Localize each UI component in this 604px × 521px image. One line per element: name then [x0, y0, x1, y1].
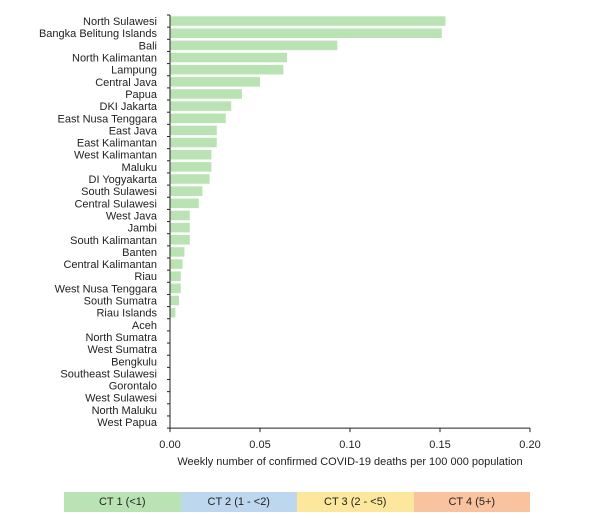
category-label: Aceh [132, 320, 157, 332]
category-label: DI Yogyakarta [89, 174, 158, 186]
legend-item-ct3: CT 3 (2 - <5) [297, 492, 414, 512]
bar [170, 174, 210, 184]
category-label: West Sulawesi [85, 393, 157, 405]
category-label: North Sulawesi [83, 16, 157, 28]
category-label: Papua [125, 89, 158, 101]
bar [170, 137, 217, 148]
bar [170, 52, 287, 63]
bar [170, 28, 442, 38]
category-label: West Sumatra [88, 344, 158, 356]
category-label: Lampung [111, 65, 157, 77]
bar [170, 271, 181, 281]
bar [170, 101, 232, 111]
bar [170, 283, 181, 294]
category-label: East Kalimantan [77, 138, 157, 150]
category-label: West Java [106, 210, 158, 222]
category-label: North Sumatra [85, 332, 157, 344]
category-label: Banten [122, 247, 157, 259]
x-tick-label: 0.15 [429, 439, 450, 451]
category-label: East Java [109, 125, 158, 137]
category-label: Bangka Belitung Islands [39, 28, 158, 40]
legend-item-ct4: CT 4 (5+) [413, 492, 530, 512]
category-label: Bali [139, 40, 157, 52]
bar [170, 113, 226, 124]
legend-item-ct2: CT 2 (1 - <2) [180, 492, 297, 512]
x-tick-label: 0.10 [339, 439, 360, 451]
category-label: Maluku [122, 162, 157, 174]
bar [170, 247, 185, 257]
bar [170, 40, 338, 51]
category-label: Riau Islands [96, 308, 157, 320]
category-label: Bengkulu [111, 356, 157, 368]
category-label: West Papua [97, 417, 158, 429]
bar [170, 222, 190, 233]
category-label: Southeast Sulawesi [60, 368, 157, 380]
category-label: Central Sulawesi [74, 198, 157, 210]
category-label: North Kalimantan [72, 53, 157, 65]
category-label: Gorontalo [109, 381, 157, 393]
bar [170, 77, 260, 87]
category-label: West Kalimantan [74, 150, 157, 162]
bar [170, 125, 217, 136]
bar [170, 89, 242, 99]
bar [170, 64, 284, 75]
category-label: North Maluku [92, 405, 157, 417]
category-label: DKI Jakarta [100, 101, 158, 113]
x-tick-label: 0.05 [249, 439, 270, 451]
bar [170, 149, 212, 160]
x-axis-title: Weekly number of confirmed COVID-19 deat… [177, 456, 523, 468]
x-tick-label: 0.20 [519, 439, 540, 451]
category-label: South Kalimantan [70, 235, 157, 247]
bar [170, 16, 446, 26]
category-label: South Sumatra [84, 296, 158, 308]
bar [170, 162, 212, 172]
category-label: Jambi [128, 223, 157, 235]
bar [170, 307, 176, 318]
category-label: Central Java [95, 77, 158, 89]
legend-item-ct1: CT 1 (<1) [64, 492, 181, 512]
bar [170, 295, 179, 306]
category-label: West Nusa Tenggara [55, 283, 158, 295]
category-label: Riau [134, 271, 157, 283]
bar [170, 210, 190, 221]
category-label: East Nusa Tenggara [58, 113, 158, 125]
bar [170, 198, 199, 209]
bar [170, 186, 203, 196]
legend: CT 1 (<1) CT 2 (1 - <2) CT 3 (2 - <5) CT… [64, 492, 530, 512]
bar [170, 235, 190, 245]
x-tick-label: 0.00 [159, 439, 180, 451]
category-label: South Sulawesi [81, 186, 157, 198]
category-label: Central Kalimantan [63, 259, 157, 271]
bar [170, 259, 183, 269]
